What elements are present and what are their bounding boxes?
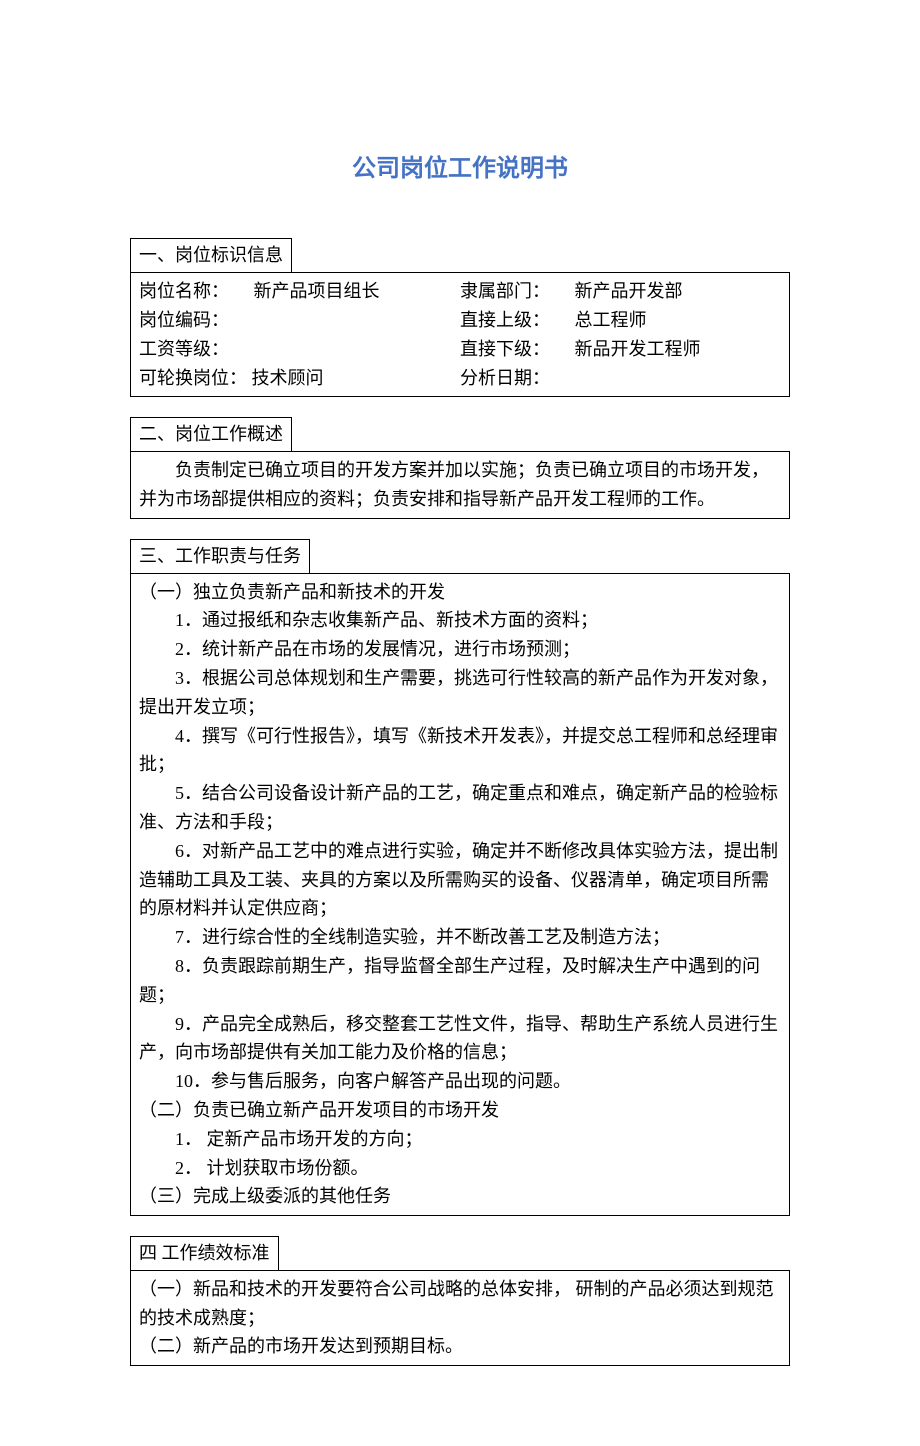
sub1-item-5: 5．结合公司设备设计新产品的工艺，确定重点和难点，确定新产品的检验标准、方法和手…: [139, 779, 781, 837]
superior-value: 总工程师: [575, 306, 647, 335]
section-1-header: 一、岗位标识信息: [130, 238, 292, 273]
sub2-item-1: 1． 定新产品市场开发的方向；: [139, 1125, 781, 1154]
document-title: 公司岗位工作说明书: [130, 150, 790, 188]
section-3-header: 三、工作职责与任务: [130, 539, 310, 574]
sub2-item-2: 2． 计划获取市场份额。: [139, 1154, 781, 1183]
subordinate-label: 直接下级：: [460, 335, 550, 364]
sub1-item-2: 2．统计新产品在市场的发展情况，进行市场预测；: [139, 635, 781, 664]
section-1-content: 岗位名称： 新产品项目组长 隶属部门： 新产品开发部 岗位编码： 直接上级： 总…: [130, 273, 790, 397]
section-2-header: 二、岗位工作概述: [130, 417, 292, 452]
sub2-title: （二）负责已确立新产品开发项目的市场开发: [139, 1096, 781, 1125]
rotation-value: 技术顾问: [252, 368, 324, 388]
section-4-item-2: （二）新产品的市场开发达到预期目标。: [139, 1332, 781, 1361]
section-2-overview: 二、岗位工作概述 负责制定已确立项目的开发方案并加以实施；负责已确立项目的市场开…: [130, 417, 790, 518]
section-4-content: （一）新品和技术的开发要符合公司战略的总体安排， 研制的产品必须达到规范的技术成…: [130, 1271, 790, 1366]
subordinate-value: 新品开发工程师: [575, 335, 701, 364]
position-name-value: 新产品项目组长: [254, 277, 380, 306]
section-2-text: 负责制定已确立项目的开发方案并加以实施；负责已确立项目的市场开发，并为市场部提供…: [139, 456, 781, 514]
sub1-item-8: 8．负责跟踪前期生产，指导监督全部生产过程，及时解决生产中遇到的问题；: [139, 952, 781, 1010]
analysis-date-label: 分析日期：: [460, 364, 550, 393]
section-2-content: 负责制定已确立项目的开发方案并加以实施；负责已确立项目的市场开发，并为市场部提供…: [130, 452, 790, 519]
section-4-item-1: （一）新品和技术的开发要符合公司战略的总体安排， 研制的产品必须达到规范的技术成…: [139, 1275, 781, 1333]
department-label: 隶属部门：: [460, 277, 550, 306]
position-code-label: 岗位编码：: [139, 306, 229, 335]
sub1-item-1: 1．通过报纸和杂志收集新产品、新技术方面的资料；: [139, 606, 781, 635]
rotation-label: 可轮换岗位：: [139, 364, 247, 393]
superior-label: 直接上级：: [460, 306, 550, 335]
section-3-content: （一）独立负责新产品和新技术的开发 1．通过报纸和杂志收集新产品、新技术方面的资…: [130, 574, 790, 1217]
sub1-item-7: 7．进行综合性的全线制造实验，并不断改善工艺及制造方法；: [139, 923, 781, 952]
section-4-header: 四 工作绩效标准: [130, 1236, 279, 1271]
section-4-performance: 四 工作绩效标准 （一）新品和技术的开发要符合公司战略的总体安排， 研制的产品必…: [130, 1236, 790, 1366]
sub1-title: （一）独立负责新产品和新技术的开发: [139, 578, 781, 607]
department-value: 新产品开发部: [575, 277, 683, 306]
section-3-duties: 三、工作职责与任务 （一）独立负责新产品和新技术的开发 1．通过报纸和杂志收集新…: [130, 539, 790, 1216]
sub3-title: （三）完成上级委派的其他任务: [139, 1182, 781, 1211]
sub1-item-9: 9．产品完全成熟后，移交整套工艺性文件，指导、帮助生产系统人员进行生产，向市场部…: [139, 1010, 781, 1068]
position-name-label: 岗位名称：: [139, 277, 229, 306]
sub1-item-10: 10．参与售后服务，向客户解答产品出现的问题。: [139, 1067, 781, 1096]
sub1-item-6: 6．对新产品工艺中的难点进行实验，确定并不断修改具体实验方法，提出制造辅助工具及…: [139, 837, 781, 923]
section-1-identification: 一、岗位标识信息 岗位名称： 新产品项目组长 隶属部门： 新产品开发部 岗位编码…: [130, 238, 790, 397]
salary-level-label: 工资等级：: [139, 335, 229, 364]
sub1-item-3: 3．根据公司总体规划和生产需要，挑选可行性较高的新产品作为开发对象，提出开发立项…: [139, 664, 781, 722]
sub1-item-4: 4．撰写《可行性报告》，填写《新技术开发表》，并提交总工程师和总经理审批；: [139, 722, 781, 780]
